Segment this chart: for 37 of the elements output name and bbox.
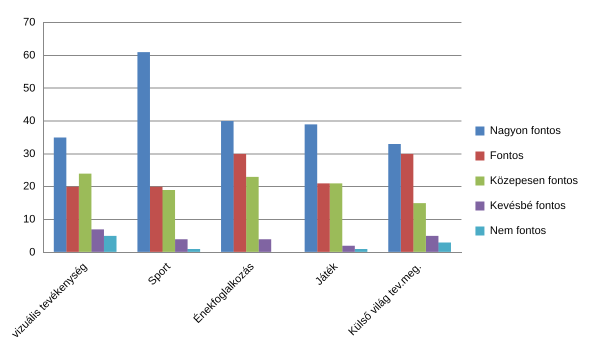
y-tick-label: 30 [23,148,36,160]
bar [175,239,188,252]
y-tick-label: 20 [23,180,36,193]
bar [78,174,92,252]
bar [342,246,355,252]
bar [150,186,163,252]
bar [400,154,414,252]
legend-label: Kevésbé fontos [490,200,566,212]
y-tick-label: 0 [29,246,36,258]
legend-label: Közepesen fontos [490,175,578,188]
bar [54,137,66,252]
bar [258,239,272,252]
bar [388,144,401,252]
bar [188,249,200,252]
bar [317,183,330,252]
bar [91,229,104,252]
bar [162,190,176,252]
bar [304,124,318,252]
bar [66,186,79,252]
y-tick-label: 40 [23,115,36,128]
legend-label: Fontos [490,150,524,162]
y-tick-label: 70 [23,16,36,29]
bar [426,236,438,252]
bar [330,183,342,252]
y-tick-label: 10 [23,214,36,226]
legend-label: Nagyon fontos [490,125,562,138]
y-tick-label: 60 [23,49,36,62]
bar [354,249,368,252]
bar [234,154,246,252]
bar [413,203,426,252]
bar [104,236,117,252]
y-tick-label: 50 [23,82,36,94]
legend-label: Nem fontos [490,225,547,238]
bar [438,242,451,252]
bar [246,176,259,252]
bar [137,52,150,252]
bar [221,121,234,252]
